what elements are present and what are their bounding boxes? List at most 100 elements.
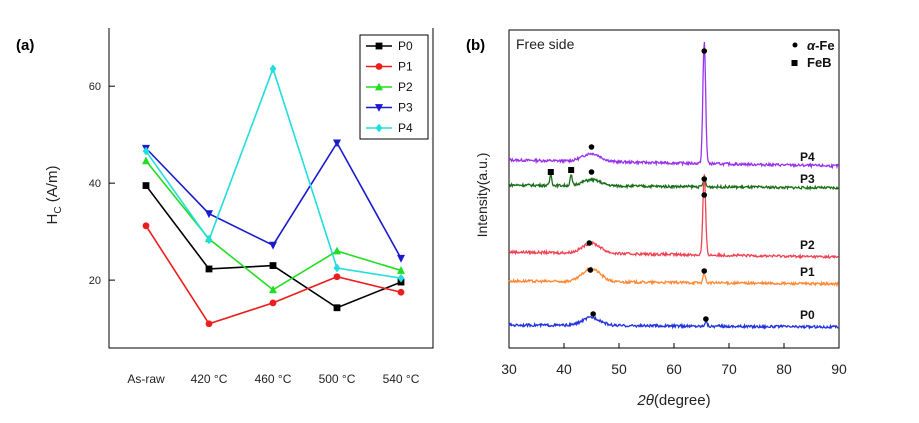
series-p1 — [142, 222, 405, 328]
x-tick: 60 — [666, 343, 682, 377]
data-point — [333, 139, 341, 148]
legend: P0 P1 P2 P3 P4 — [359, 34, 429, 140]
data-point — [142, 222, 150, 230]
data-point — [269, 285, 277, 294]
legend-label: P2 — [398, 80, 413, 94]
x-tick-label: 460 °C — [255, 372, 292, 386]
data-point — [333, 304, 341, 312]
legend-marker — [375, 104, 383, 112]
legend-marker — [375, 82, 383, 91]
x-tick-label: 500 °C — [319, 372, 356, 386]
series-line-p1 — [145, 225, 402, 325]
legend-marker — [375, 63, 383, 70]
alpha-fe-peak-marker — [590, 311, 596, 317]
peak-markers — [547, 48, 709, 322]
panel-a-label: (a) — [16, 37, 34, 54]
data-point — [397, 288, 405, 296]
legend-feb: FeB — [807, 55, 832, 70]
y-ticks: 20 40 60 — [89, 81, 115, 287]
y-tick: 20 — [89, 275, 115, 287]
data-point — [397, 273, 405, 283]
data-point — [333, 273, 341, 281]
x-tick: 80 — [776, 343, 792, 377]
alpha-fe-peak-marker — [701, 176, 708, 182]
alpha-fe-peak-marker — [701, 268, 708, 274]
xrd-series-group — [508, 41, 839, 330]
data-point — [397, 266, 405, 274]
series-p4 — [142, 64, 405, 283]
data-point — [205, 320, 213, 328]
data-point — [269, 262, 277, 269]
alpha-fe-peak-marker — [588, 169, 595, 175]
alpha-fe-peak-marker — [703, 316, 709, 322]
data-point — [333, 263, 341, 273]
legend-marker — [375, 42, 383, 50]
x-tick-label: 50 — [611, 361, 627, 377]
feb-peak-marker — [547, 169, 554, 175]
curve-label-p1: P1 — [800, 265, 815, 279]
series-line-p3 — [145, 141, 402, 259]
x-ticks: 30 40 50 60 70 80 90 — [501, 343, 847, 377]
data-point — [333, 246, 341, 255]
data-point — [205, 265, 213, 273]
curve-label-p2: P2 — [800, 238, 815, 252]
alpha-fe-peak-marker — [586, 240, 593, 246]
y-tick-label: 60 — [89, 81, 101, 93]
y-axis-label: HC (A/m) — [44, 166, 64, 225]
curve-label-p0: P0 — [800, 308, 815, 322]
x-tick-label: 90 — [831, 361, 847, 377]
data-point — [142, 156, 150, 165]
x-tick-label: 80 — [776, 361, 792, 377]
xrd-curve-p4 — [508, 41, 839, 170]
data-point — [269, 64, 277, 74]
alpha-fe-peak-marker — [587, 267, 594, 273]
x-axis-label: 2θ(degree) — [636, 392, 710, 409]
y-tick-label: 40 — [89, 178, 101, 190]
alpha-fe-peak-marker — [701, 48, 708, 54]
feb-peak-marker — [568, 167, 575, 173]
y-tick: 40 — [89, 178, 115, 190]
x-ticks: As-raw 420 °C 460 °C 500 °C 540 °C — [127, 372, 419, 386]
legend-alpha-fe: α-Fe — [807, 38, 835, 53]
data-point — [142, 146, 150, 156]
xrd-curve-p3 — [508, 170, 839, 192]
x-tick: 30 — [501, 343, 517, 377]
panel-b: (b) Intensity(a.u.) Free side 30 40 50 6… — [466, 29, 847, 409]
data-point — [397, 254, 405, 263]
legend-label: P1 — [398, 60, 413, 74]
curve-label-p3: P3 — [800, 172, 815, 186]
x-tick-label: 540 °C — [383, 372, 420, 386]
y-axis-label: Intensity(a.u.) — [474, 153, 490, 238]
x-tick-label: 420 °C — [191, 372, 228, 386]
curve-label-p4: P4 — [800, 150, 815, 164]
x-tick-label: 40 — [556, 361, 572, 377]
x-tick: 40 — [556, 343, 572, 377]
x-tick-label: As-raw — [127, 372, 165, 386]
x-tick-label: 70 — [721, 361, 737, 377]
alpha-fe-peak-marker — [701, 192, 708, 198]
phase-legend: α-Fe FeB — [791, 38, 835, 70]
y-tick-label: 20 — [89, 275, 101, 287]
series-group — [142, 64, 405, 328]
data-point — [142, 182, 150, 189]
panel-b-label: (b) — [466, 37, 485, 54]
legend-marker — [375, 123, 383, 133]
xrd-curve-p1 — [508, 266, 839, 288]
data-point — [205, 235, 213, 245]
xrd-curve-p2 — [508, 174, 839, 260]
feb-marker-icon — [791, 60, 798, 66]
x-tick-label: 30 — [501, 361, 517, 377]
series-line-p2 — [145, 160, 402, 291]
x-tick: 50 — [611, 343, 627, 377]
free-side-annotation: Free side — [516, 36, 575, 52]
data-point — [269, 299, 277, 307]
panel-a: (a) HC (A/m) 20 40 60 As-raw 420 °C 460 … — [16, 28, 434, 386]
legend-label: P3 — [398, 101, 413, 115]
alpha-fe-peak-marker — [588, 144, 595, 150]
legend-label: P4 — [398, 121, 413, 135]
y-tick: 60 — [89, 81, 115, 93]
data-point — [205, 210, 213, 219]
x-tick-label: 60 — [666, 361, 682, 377]
xrd-curve-labels: P4 P3 P2 P1 P0 — [800, 150, 815, 322]
